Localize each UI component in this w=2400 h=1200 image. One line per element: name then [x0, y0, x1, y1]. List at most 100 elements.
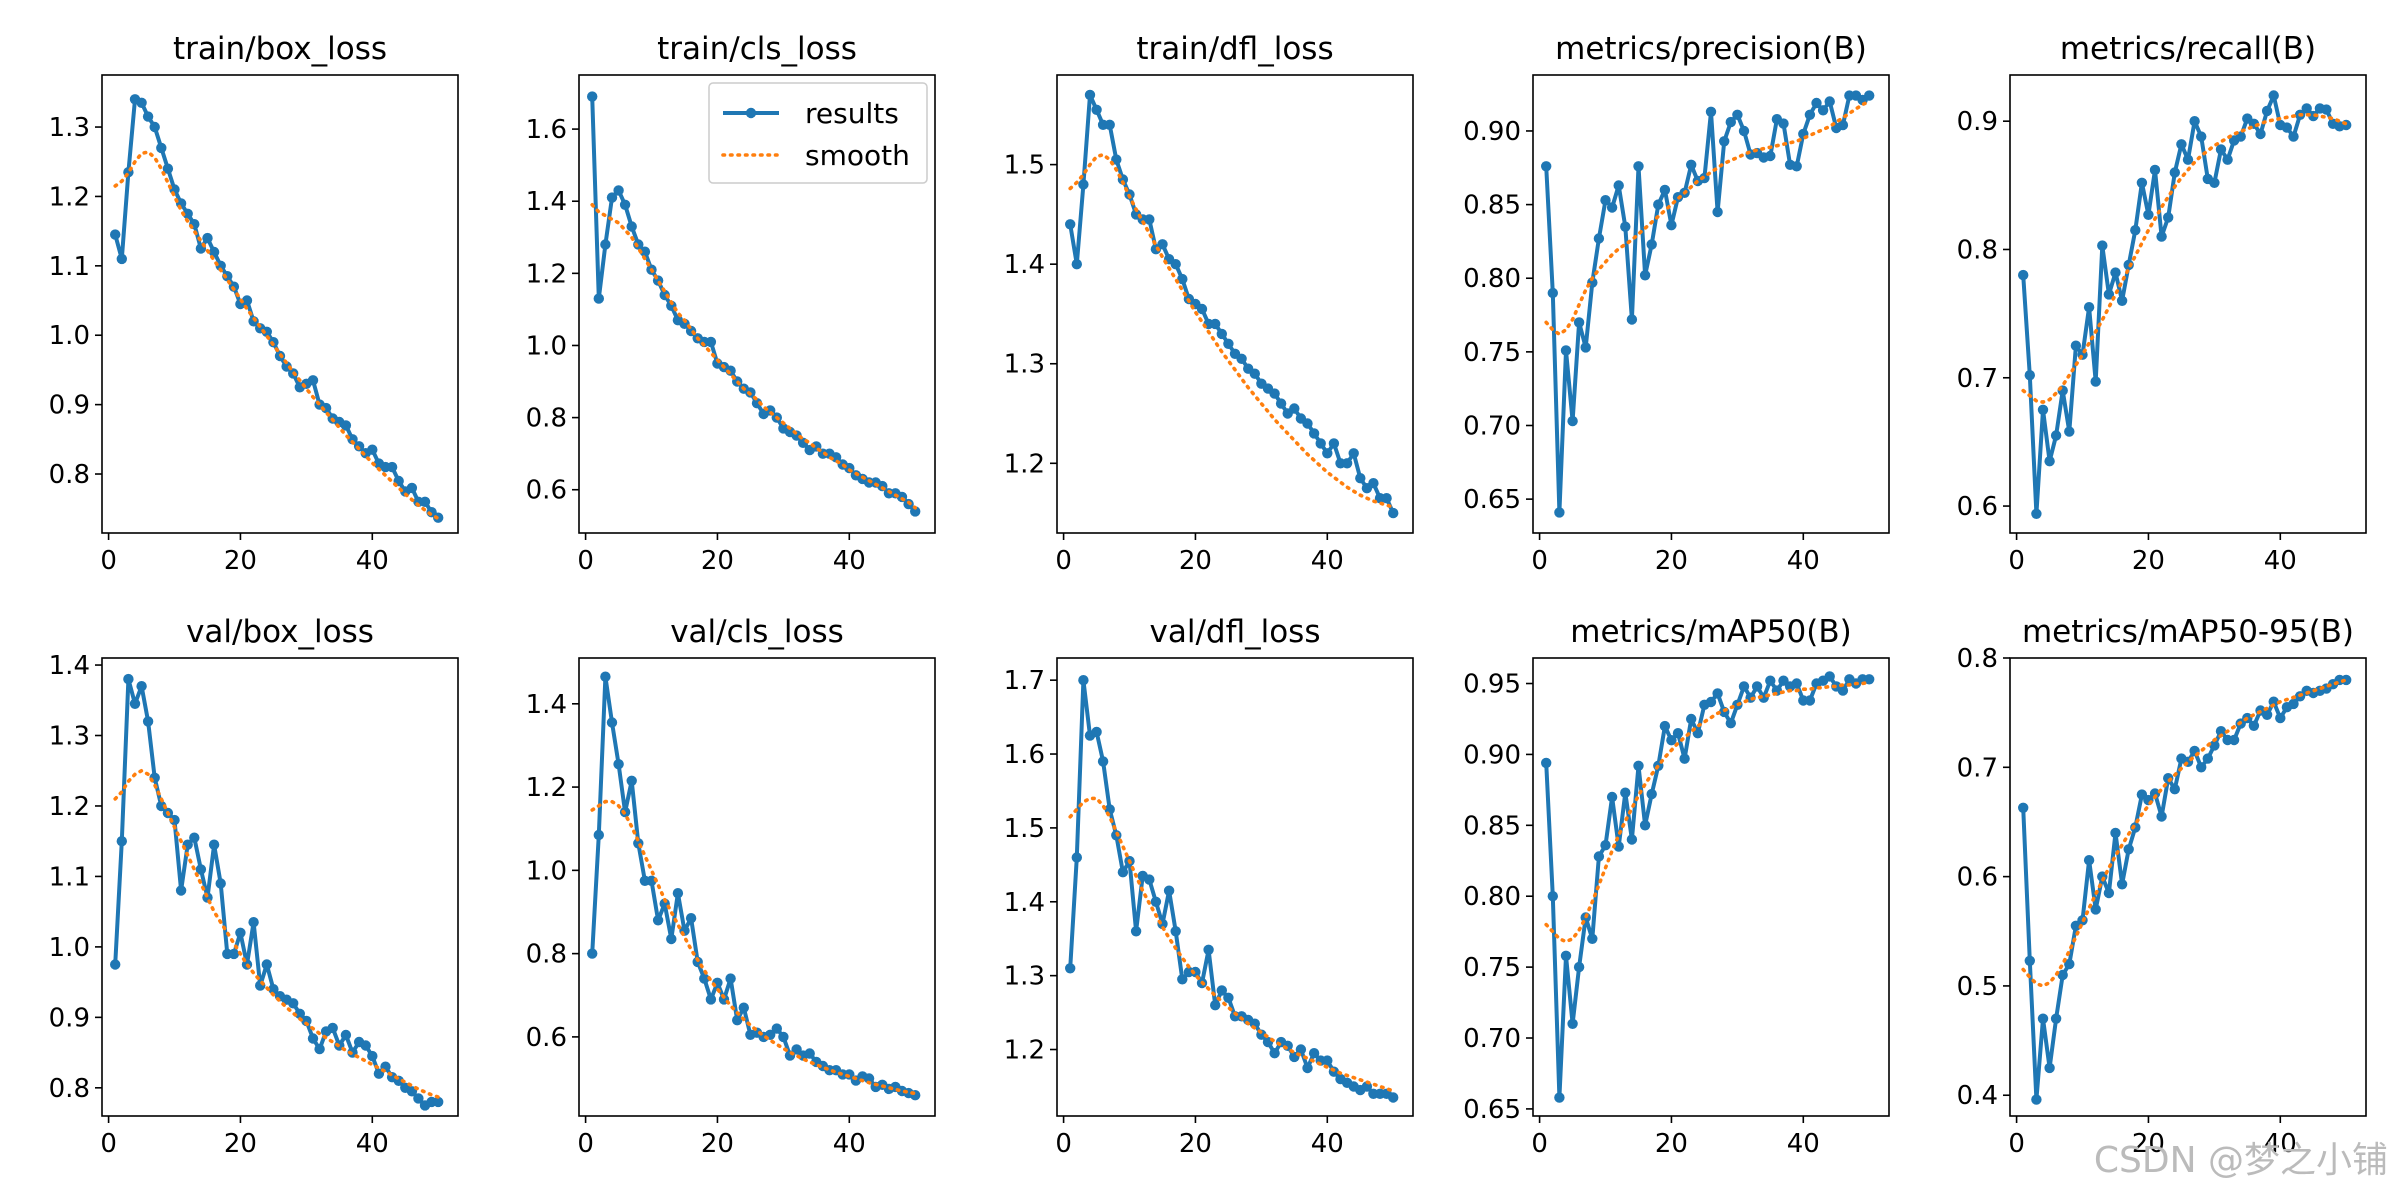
results-point: [347, 434, 358, 445]
axes-frame: [101, 657, 459, 1117]
results-point: [725, 973, 736, 984]
results-point: [1811, 97, 1822, 109]
results-point: [1554, 507, 1565, 518]
results-point: [1196, 303, 1208, 315]
results-point: [2255, 128, 2266, 140]
results-point: [2149, 164, 2161, 176]
results-point: [1341, 458, 1353, 469]
results-point: [1705, 696, 1717, 708]
results-point: [1071, 852, 1083, 863]
plot-area: [2018, 90, 2352, 519]
results-point: [1613, 841, 1624, 852]
y-tick-label: 1.3: [49, 722, 90, 752]
results-point: [593, 293, 604, 304]
results-point: [1705, 106, 1717, 118]
results-point: [1593, 233, 1605, 244]
results-point: [626, 221, 637, 232]
results-point: [116, 253, 128, 265]
panel-title: train/cls_loss: [657, 31, 857, 67]
x-tick-label: 20: [701, 546, 734, 576]
y-tick-label: 1.0: [49, 321, 90, 351]
results-point: [2103, 289, 2115, 300]
y-tick-label: 0.70: [1463, 1024, 1521, 1054]
y-tick-label: 0.80: [1463, 264, 1521, 294]
y-tick-label: 0.90: [1463, 117, 1521, 147]
chart-panel: train/box_loss 0 20 40 0.8 0.9 1.0 1.1 1.2 1.3: [49, 31, 459, 576]
plot-area: [1065, 89, 1399, 519]
y-tick-label: 1.4: [526, 690, 567, 720]
results-point: [2176, 139, 2187, 150]
x-tick-label: 40: [2264, 546, 2297, 576]
results-point: [1659, 184, 1671, 196]
results-point: [1269, 388, 1280, 399]
results-point: [1620, 787, 1631, 798]
results-point: [587, 91, 598, 102]
results-point: [2083, 302, 2095, 313]
results-point: [202, 232, 213, 244]
results-point: [1824, 96, 1835, 107]
results-point: [1348, 448, 1359, 459]
smooth-series-line: [1544, 99, 1871, 337]
results-point: [1295, 1044, 1307, 1055]
results-point: [195, 864, 207, 875]
chart-panel: val/dfl_loss 0 20 40 1.2 1.3 1.4 1.5 1.6 1.7: [1004, 614, 1414, 1159]
results-point: [863, 1073, 875, 1084]
results-point: [1804, 109, 1816, 121]
results-point: [1368, 478, 1379, 489]
results-point: [1078, 179, 1089, 190]
results-point: [771, 1023, 782, 1034]
results-point: [1837, 685, 1849, 696]
chart-panel: metrics/recall(B) 0 20 40 0.6 0.7 0.8 0.9: [1957, 31, 2367, 576]
y-tick-label: 1.3: [49, 113, 90, 143]
panel-title: train/dfl_loss: [1136, 31, 1333, 67]
results-point: [1837, 119, 1849, 131]
results-point: [1804, 695, 1816, 706]
results-point: [228, 948, 240, 960]
results-point: [1672, 728, 1684, 739]
results-point: [182, 208, 193, 219]
y-tick-label: 0.85: [1463, 811, 1521, 841]
results-point: [1639, 820, 1651, 831]
plot-area: [1065, 675, 1399, 1103]
panel-title: metrics/precision(B): [1555, 31, 1867, 67]
results-point: [215, 878, 226, 889]
results-point: [1666, 735, 1677, 746]
results-point: [1567, 415, 1578, 427]
results-point: [606, 192, 618, 203]
results-point: [2288, 131, 2299, 142]
results-point: [1381, 493, 1392, 504]
results-point: [2143, 209, 2154, 220]
results-point: [268, 984, 279, 995]
results-point: [2018, 802, 2029, 813]
results-point: [1541, 161, 1552, 172]
results-point: [2070, 340, 2082, 351]
y-tick-label: 0.7: [1957, 753, 1998, 783]
results-point: [2156, 811, 2167, 822]
results-point: [1679, 753, 1690, 764]
y-tick-label: 0.6: [1957, 863, 1998, 893]
results-point: [791, 1044, 802, 1055]
results-point: [1308, 1048, 1320, 1059]
y-tick-label: 0.5: [1957, 972, 1998, 1002]
x-tick-label: 20: [1655, 1129, 1688, 1159]
results-point: [2090, 376, 2101, 387]
results-point: [301, 1015, 312, 1027]
axes-frame: [1532, 74, 1890, 534]
panel-title: val/cls_loss: [670, 614, 844, 650]
y-tick-label: 0.4: [1957, 1081, 1998, 1111]
results-point: [261, 326, 272, 337]
results-point: [261, 959, 272, 970]
results-point: [1633, 760, 1644, 771]
results-point: [732, 1015, 743, 1026]
results-point: [1084, 89, 1096, 101]
results-point: [2130, 225, 2141, 236]
y-tick-label: 0.8: [49, 460, 90, 490]
x-tick-label: 40: [356, 1129, 389, 1159]
results-point: [2248, 720, 2260, 731]
y-tick-label: 1.2: [49, 792, 90, 822]
y-tick-label: 0.8: [1957, 644, 1998, 674]
smooth-series-line: [1068, 796, 1395, 1093]
y-tick-label: 1.2: [526, 773, 567, 803]
results-point: [1144, 214, 1155, 225]
results-point: [1065, 219, 1076, 230]
